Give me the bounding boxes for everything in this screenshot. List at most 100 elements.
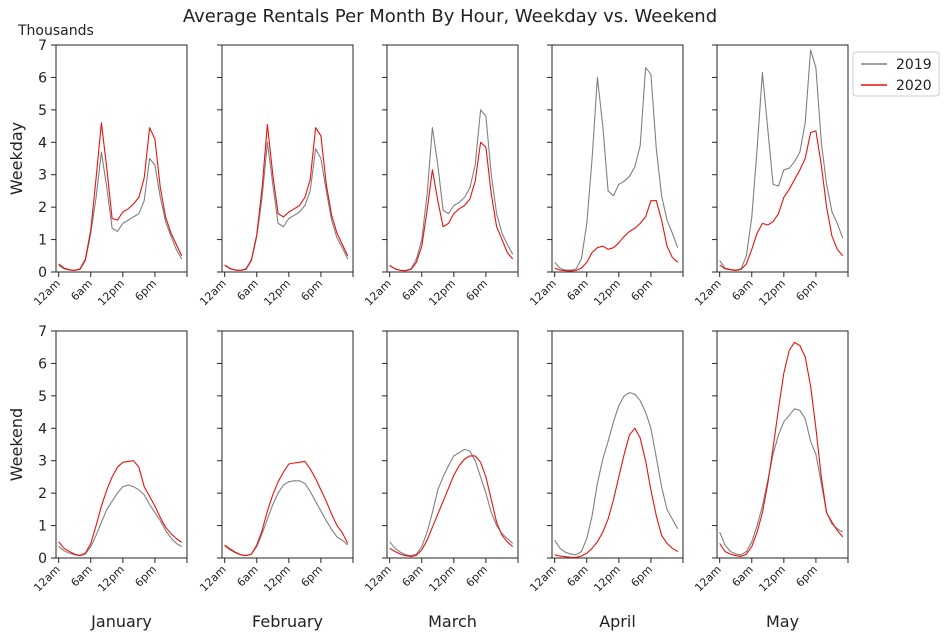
- y-tick-label: 3: [38, 454, 47, 470]
- x-tick-label: 6am: [234, 277, 260, 303]
- panel-frame: [221, 44, 354, 273]
- panel-frame: [716, 44, 849, 273]
- x-tick-label: 6am: [399, 277, 425, 303]
- legend: 2019 2020: [852, 51, 940, 97]
- y-tick-label: 4: [38, 421, 47, 437]
- panel-weekend-february: 12am 6am 12pm 6pm: [197, 330, 354, 595]
- panel-weekend-may: 12am 6am 12pm 6pm: [692, 330, 849, 595]
- x-tick-label: 12am: [692, 563, 723, 594]
- y-tick-label: 5: [38, 389, 47, 405]
- x-tick-label: 12pm: [95, 277, 127, 309]
- x-tick-label: 12pm: [261, 563, 293, 595]
- x-tick-label: 6pm: [793, 563, 820, 590]
- panel-weekday-may: 12am 6am 12pm 6pm: [692, 44, 849, 309]
- x-tick-label: 12am: [692, 277, 723, 308]
- row-label-weekend: Weekend: [7, 408, 26, 481]
- x-tick-label: 12am: [527, 277, 558, 308]
- x-tick-label: 6am: [234, 563, 260, 589]
- x-tick-label: 6pm: [132, 277, 159, 304]
- y-unit-label: Thousands: [17, 23, 94, 39]
- series-line-2020: [58, 122, 183, 271]
- panel-weekday-january: 0 1 2 3 4 5 6 7 12am 6am 12pm 6pm: [31, 38, 188, 309]
- panel-frame: [716, 330, 849, 559]
- series-line-2020: [224, 123, 349, 271]
- x-tick-label: 12pm: [756, 277, 788, 309]
- x-tick-label: 12pm: [95, 563, 127, 595]
- panel-frame: [55, 330, 188, 559]
- column-label-april: April: [599, 612, 636, 631]
- x-tick-label: 12am: [527, 563, 558, 594]
- x-tick-label: 6pm: [298, 277, 325, 304]
- x-tick-label: 12pm: [426, 277, 458, 309]
- y-tick-label: 5: [38, 103, 47, 119]
- series-line-2019: [224, 480, 349, 557]
- x-tick-label: 6am: [729, 563, 755, 589]
- panel-frame: [386, 44, 519, 273]
- y-tick-label: 0: [38, 551, 47, 567]
- series-line-2019: [389, 448, 514, 557]
- series-line-2019: [719, 49, 844, 271]
- x-tick-label: 12pm: [261, 277, 293, 309]
- series-line-2020: [58, 460, 183, 556]
- y-tick-label: 3: [38, 168, 47, 184]
- series-line-2020: [389, 455, 514, 557]
- x-tick-label: 12am: [31, 277, 62, 308]
- x-tick-label: 12am: [362, 277, 393, 308]
- panel-weekday-march: 12am 6am 12pm 6pm: [362, 44, 519, 309]
- column-label-may: May: [766, 612, 799, 631]
- x-tick-label: 12pm: [426, 563, 458, 595]
- y-tick-label: 7: [38, 38, 47, 54]
- series-line-2019: [224, 141, 349, 271]
- x-tick-label: 12am: [31, 563, 62, 594]
- x-tick-label: 12am: [197, 563, 228, 594]
- series-line-2019: [554, 392, 679, 556]
- y-tick-label: 6: [38, 70, 47, 86]
- panel-weekday-february: 12am 6am 12pm 6pm: [197, 44, 354, 309]
- panel-frame: [55, 44, 188, 273]
- series-line-2019: [554, 67, 679, 271]
- column-label-january: January: [90, 612, 152, 631]
- legend-label-2019: 2019: [896, 57, 932, 73]
- panel-weekend-april: 12am 6am 12pm 6pm: [527, 330, 684, 595]
- x-tick-label: 6am: [564, 277, 590, 303]
- series-line-2020: [389, 141, 514, 272]
- panel-weekday-april: 12am 6am 12pm 6pm: [527, 44, 684, 309]
- series-line-2019: [719, 408, 843, 556]
- x-tick-label: 6am: [68, 277, 94, 303]
- y-tick-label: 2: [38, 486, 47, 502]
- series-line-2020: [719, 130, 844, 271]
- series-line-2020: [224, 460, 349, 556]
- y-tick-label: 0: [38, 265, 47, 281]
- panel-frame: [221, 330, 354, 559]
- x-tick-label: 6pm: [463, 563, 490, 590]
- panel-frame: [551, 44, 684, 273]
- x-tick-label: 6pm: [793, 277, 820, 304]
- panel-frame: [386, 330, 519, 559]
- x-tick-label: 6am: [564, 563, 590, 589]
- column-labels: January February March April May: [90, 612, 799, 631]
- y-tick-label: 6: [38, 356, 47, 372]
- x-tick-label: 12pm: [591, 277, 623, 309]
- column-label-march: March: [428, 612, 477, 631]
- y-tick-label: 1: [38, 233, 47, 249]
- panel-weekend-january: 0 1 2 3 4 5 6 7 12am 6am 12pm 6pm: [31, 324, 188, 595]
- x-tick-label: 12am: [362, 563, 393, 594]
- series-line-2019: [389, 109, 514, 271]
- x-tick-label: 6am: [729, 277, 755, 303]
- y-tick-label: 2: [38, 200, 47, 216]
- y-tick-label: 7: [38, 324, 47, 340]
- series-line-2020: [554, 427, 678, 558]
- x-tick-label: 6pm: [463, 277, 490, 304]
- series-line-2020: [719, 341, 844, 557]
- column-label-february: February: [252, 612, 323, 631]
- series-line-2019: [58, 151, 183, 271]
- panel-weekend-march: 12am 6am 12pm 6pm: [362, 330, 519, 595]
- x-tick-label: 6am: [68, 563, 94, 589]
- panel-frame: [551, 330, 684, 559]
- y-tick-label: 4: [38, 135, 47, 151]
- x-tick-label: 6pm: [628, 563, 655, 590]
- series-line-2020: [554, 200, 679, 272]
- row-label-weekday: Weekday: [7, 122, 26, 195]
